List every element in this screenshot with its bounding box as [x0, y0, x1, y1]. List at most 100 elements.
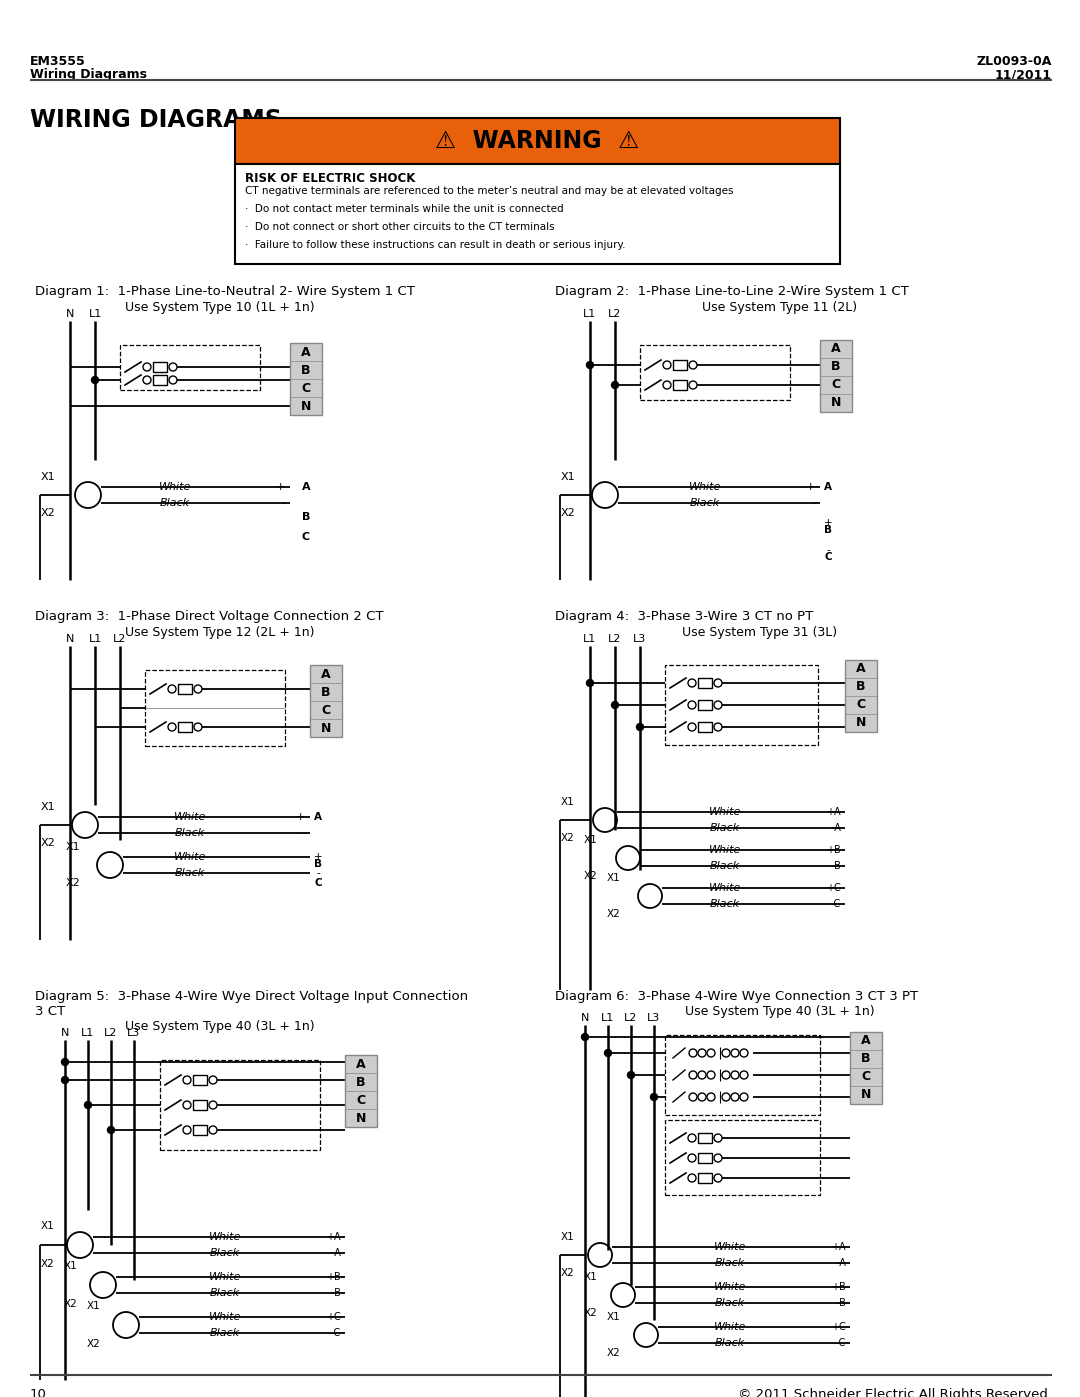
Text: Use System Type 12 (2L + 1n): Use System Type 12 (2L + 1n) — [125, 626, 314, 638]
Text: L3: L3 — [647, 1013, 661, 1023]
Text: +A: +A — [832, 1242, 846, 1252]
Text: C: C — [862, 1070, 870, 1084]
Text: White: White — [714, 1322, 746, 1331]
Text: C: C — [856, 698, 865, 711]
Circle shape — [581, 1034, 589, 1041]
Text: +B: +B — [826, 845, 841, 855]
Bar — [153, 362, 167, 372]
Text: X1: X1 — [584, 1273, 598, 1282]
Text: White: White — [714, 1242, 746, 1252]
Text: Wiring Diagrams: Wiring Diagrams — [30, 68, 147, 81]
Circle shape — [627, 1071, 635, 1078]
Bar — [193, 1076, 207, 1085]
Text: B: B — [301, 363, 311, 377]
Text: N: N — [355, 1112, 366, 1125]
Text: X2: X2 — [41, 838, 55, 848]
Circle shape — [586, 679, 594, 686]
Text: -: - — [281, 497, 285, 509]
Text: A: A — [832, 342, 841, 355]
Text: N: N — [861, 1088, 872, 1101]
Text: -C: -C — [836, 1338, 846, 1348]
Text: L2: L2 — [105, 1028, 118, 1038]
Text: -B: -B — [832, 861, 841, 870]
Text: C: C — [322, 704, 330, 717]
Text: A: A — [321, 668, 330, 680]
Bar — [698, 722, 712, 732]
Text: B: B — [301, 511, 310, 522]
Text: Diagram 4:  3-Phase 3-Wire 3 CT no PT: Diagram 4: 3-Phase 3-Wire 3 CT no PT — [555, 610, 813, 623]
Bar — [345, 1055, 377, 1127]
Text: Black: Black — [710, 861, 740, 870]
Circle shape — [605, 1049, 611, 1056]
Text: White: White — [708, 845, 741, 855]
Text: B: B — [861, 1052, 870, 1066]
Text: X1: X1 — [607, 1312, 621, 1322]
Text: X1: X1 — [41, 472, 55, 482]
Text: X2: X2 — [607, 1348, 621, 1358]
Text: -A: -A — [836, 1259, 846, 1268]
Text: ⚠  WARNING  ⚠: ⚠ WARNING ⚠ — [435, 129, 639, 154]
Text: A: A — [356, 1058, 366, 1070]
Text: Diagram 3:  1-Phase Direct Voltage Connection 2 CT: Diagram 3: 1-Phase Direct Voltage Connec… — [35, 610, 383, 623]
Bar — [160, 1060, 320, 1150]
Text: -A: -A — [832, 823, 841, 833]
Text: +: + — [313, 852, 322, 862]
Text: Black: Black — [210, 1329, 240, 1338]
Text: N: N — [831, 397, 841, 409]
Text: L1: L1 — [81, 1028, 95, 1038]
Text: 11/2011: 11/2011 — [995, 68, 1052, 81]
Circle shape — [650, 1094, 658, 1101]
Text: X2: X2 — [41, 1259, 55, 1268]
Text: N: N — [581, 1013, 590, 1023]
Bar — [698, 1153, 712, 1162]
Bar — [665, 1035, 820, 1115]
Text: Use System Type 40 (3L + 1n): Use System Type 40 (3L + 1n) — [125, 1020, 314, 1032]
Text: X2: X2 — [562, 833, 575, 842]
Text: Diagram 1:  1-Phase Line-to-Neutral 2- Wire System 1 CT: Diagram 1: 1-Phase Line-to-Neutral 2- Wi… — [35, 285, 415, 298]
Text: X1: X1 — [87, 1301, 100, 1310]
Text: A: A — [824, 482, 832, 492]
Bar — [673, 380, 687, 390]
Text: C: C — [301, 381, 311, 394]
Text: Black: Black — [175, 868, 205, 877]
Text: C: C — [302, 532, 310, 542]
Text: B: B — [856, 680, 866, 693]
Text: Black: Black — [710, 900, 740, 909]
Bar — [698, 1133, 712, 1143]
Text: Black: Black — [715, 1259, 745, 1268]
Text: White: White — [208, 1232, 241, 1242]
Text: X2: X2 — [561, 509, 576, 518]
Text: B: B — [824, 525, 832, 535]
Text: L1: L1 — [89, 634, 102, 644]
Text: B: B — [356, 1076, 366, 1088]
Text: L2: L2 — [608, 634, 622, 644]
Bar — [850, 1032, 882, 1104]
Text: X2: X2 — [66, 877, 80, 888]
Text: A: A — [301, 482, 310, 492]
Text: Diagram 5:  3-Phase 4-Wire Wye Direct Voltage Input Connection: Diagram 5: 3-Phase 4-Wire Wye Direct Vol… — [35, 990, 468, 1003]
Circle shape — [611, 381, 619, 388]
Text: -: - — [301, 828, 305, 838]
Text: B: B — [314, 859, 322, 869]
Text: Use System Type 40 (3L + 1n): Use System Type 40 (3L + 1n) — [685, 1004, 875, 1018]
Bar — [310, 665, 342, 738]
Text: +: + — [275, 482, 285, 492]
Text: -: - — [811, 497, 815, 509]
Circle shape — [84, 1101, 92, 1108]
Bar — [698, 700, 712, 710]
Text: N: N — [60, 1028, 69, 1038]
Text: B: B — [832, 360, 840, 373]
Text: Use System Type 11 (2L): Use System Type 11 (2L) — [702, 300, 858, 314]
Text: X1: X1 — [66, 842, 80, 852]
Text: ZL0093-0A: ZL0093-0A — [976, 54, 1052, 68]
Circle shape — [636, 724, 644, 731]
Text: L2: L2 — [624, 1013, 637, 1023]
Text: White: White — [708, 807, 741, 817]
Text: White: White — [208, 1273, 241, 1282]
Text: X2: X2 — [584, 870, 598, 882]
Text: X1: X1 — [562, 1232, 575, 1242]
Bar — [235, 163, 840, 264]
Text: N: N — [66, 309, 75, 319]
Bar — [153, 374, 167, 386]
Text: EM3555: EM3555 — [30, 54, 85, 68]
